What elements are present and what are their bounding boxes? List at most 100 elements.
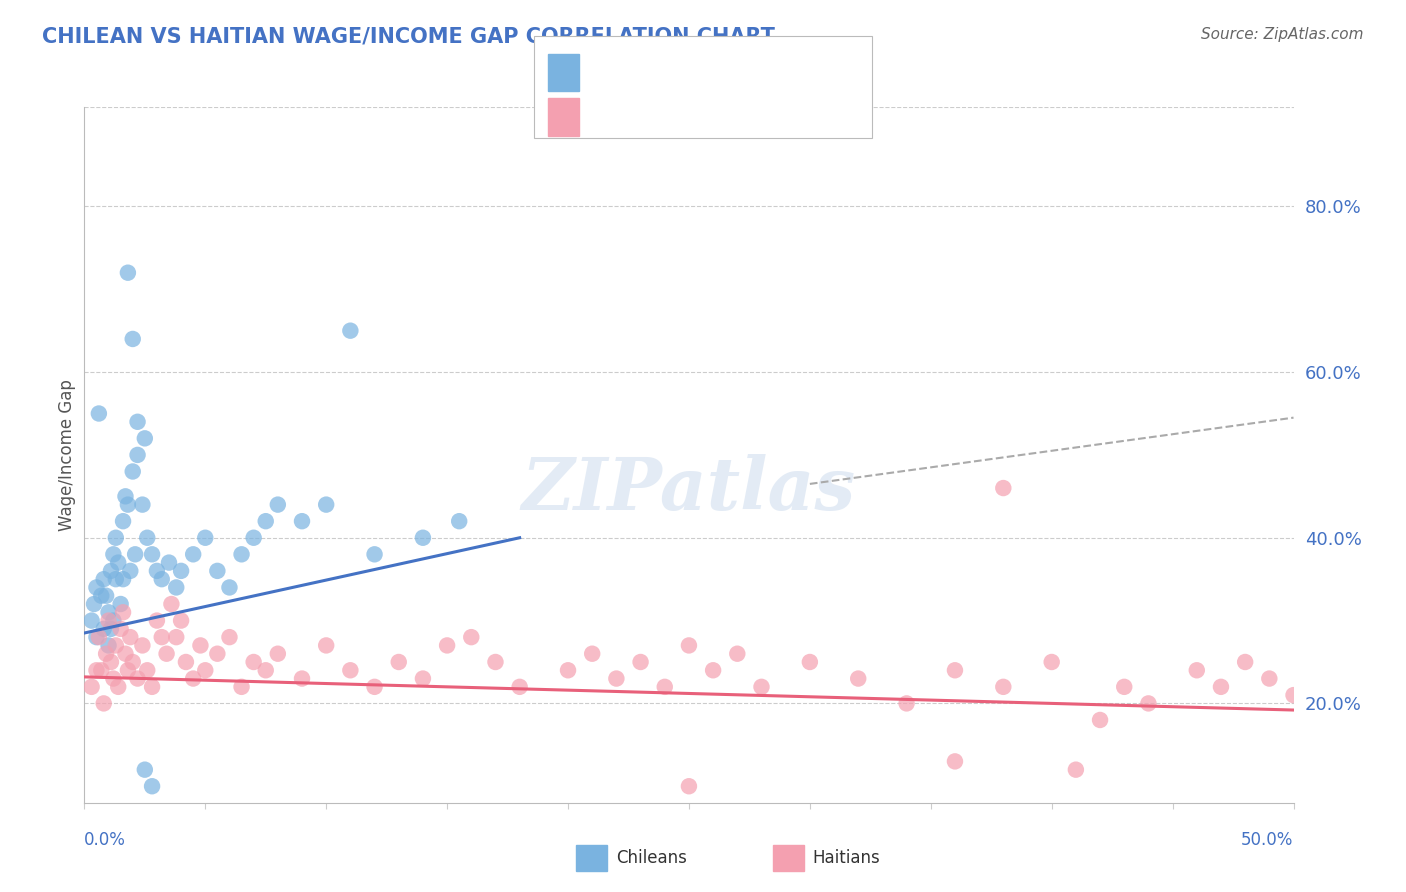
Point [107, 556, 129, 570]
Point [100, 622, 122, 636]
Point [207, 564, 229, 578]
Point [86, 581, 108, 595]
Point [121, 465, 143, 479]
Point [83, 597, 105, 611]
Point [460, 630, 482, 644]
Point [194, 663, 217, 677]
Point [943, 663, 966, 677]
Point [136, 531, 159, 545]
Point [254, 514, 277, 528]
Point [291, 672, 314, 686]
Point [117, 498, 139, 512]
Point [87, 630, 110, 644]
Point [581, 647, 603, 661]
Point [1185, 663, 1208, 677]
Point [799, 655, 821, 669]
Point [181, 672, 204, 686]
Point [93, 572, 115, 586]
Point [254, 663, 277, 677]
Point [412, 531, 434, 545]
Point [1209, 680, 1232, 694]
Point [114, 489, 136, 503]
Point [100, 564, 122, 578]
Point [165, 581, 187, 595]
Text: Haitians: Haitians [813, 849, 880, 867]
Text: 0.0%: 0.0% [84, 830, 127, 848]
Point [97, 639, 120, 653]
Text: N = 50: N = 50 [714, 63, 782, 81]
Point [120, 630, 142, 644]
Point [1234, 655, 1257, 669]
Point [557, 663, 579, 677]
Point [157, 556, 180, 570]
Point [86, 630, 108, 644]
Point [103, 547, 125, 561]
Point [112, 572, 135, 586]
Point [943, 755, 966, 769]
Point [104, 572, 127, 586]
Text: N = 70: N = 70 [745, 108, 813, 126]
Point [103, 672, 125, 686]
Point [170, 614, 193, 628]
Point [127, 672, 149, 686]
Point [121, 655, 143, 669]
Point [654, 680, 676, 694]
Point [181, 547, 204, 561]
Point [150, 572, 173, 586]
Point [194, 531, 217, 545]
Point [104, 531, 127, 545]
Point [1088, 713, 1111, 727]
Point [146, 564, 169, 578]
Point [100, 655, 122, 669]
Point [1137, 697, 1160, 711]
Point [388, 655, 411, 669]
Point [339, 324, 361, 338]
Point [993, 680, 1015, 694]
Point [267, 647, 290, 661]
Point [107, 680, 129, 694]
Point [141, 680, 163, 694]
Point [94, 589, 117, 603]
Point [725, 647, 748, 661]
Text: Source: ZipAtlas.com: Source: ZipAtlas.com [1201, 27, 1364, 42]
Point [1040, 655, 1063, 669]
Point [150, 630, 173, 644]
Point [190, 639, 212, 653]
Point [896, 697, 918, 711]
Y-axis label: Wage/Income Gap: Wage/Income Gap [58, 379, 76, 531]
Point [134, 431, 156, 445]
Text: 50.0%: 50.0% [1241, 830, 1294, 848]
Point [242, 655, 264, 669]
Point [97, 605, 120, 619]
Point [110, 597, 132, 611]
Point [114, 647, 136, 661]
Point [231, 547, 253, 561]
Point [605, 672, 627, 686]
Point [218, 630, 240, 644]
Point [315, 498, 337, 512]
Point [165, 630, 187, 644]
Point [363, 547, 385, 561]
Point [678, 779, 700, 793]
Point [339, 663, 361, 677]
Point [146, 614, 169, 628]
Point [87, 407, 110, 421]
Point [120, 564, 142, 578]
Point [80, 680, 103, 694]
Text: R = -0.099: R = -0.099 [591, 108, 696, 126]
Point [127, 448, 149, 462]
Point [231, 680, 253, 694]
Point [121, 332, 143, 346]
Text: 0.141: 0.141 [647, 63, 703, 81]
Point [110, 622, 132, 636]
Point [484, 655, 506, 669]
Point [678, 639, 700, 653]
Point [412, 672, 434, 686]
Point [1114, 680, 1136, 694]
Point [131, 498, 153, 512]
Point [94, 647, 117, 661]
Point [131, 639, 153, 653]
Point [846, 672, 869, 686]
Point [86, 663, 108, 677]
Point [218, 581, 240, 595]
